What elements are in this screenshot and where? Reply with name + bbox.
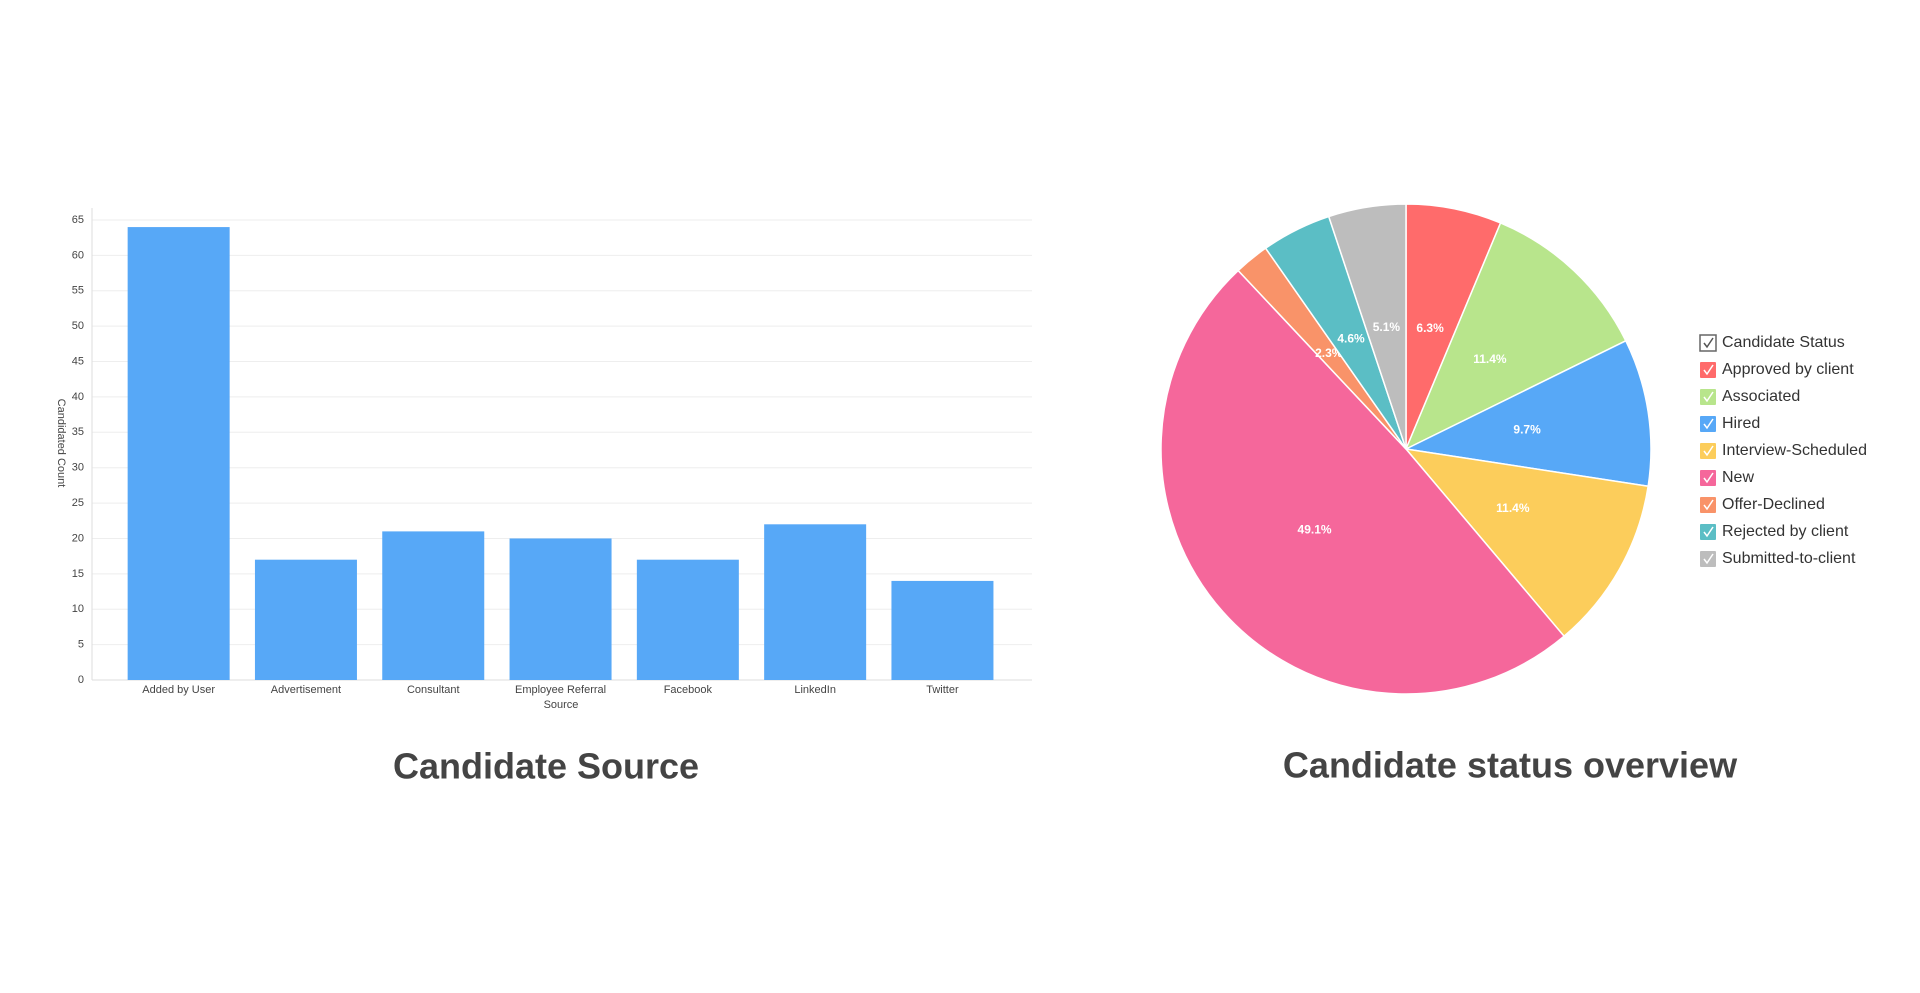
bar xyxy=(509,538,612,680)
bar xyxy=(636,559,739,680)
x-tick-label: LinkedIn xyxy=(794,684,836,696)
y-tick-label: 55 xyxy=(72,285,84,297)
legend-check xyxy=(1703,499,1714,511)
legend-label[interactable]: Offer-Declined xyxy=(1722,496,1825,513)
x-tick-label: Consultant xyxy=(407,684,460,696)
y-tick-label: 45 xyxy=(72,355,84,367)
y-tick-label: 0 xyxy=(78,674,84,686)
y-tick-label: 35 xyxy=(72,426,84,438)
y-tick-label: 65 xyxy=(72,214,84,226)
y-tick-label: 10 xyxy=(72,603,84,615)
pie-slice xyxy=(1404,222,1627,451)
legend-swatch[interactable] xyxy=(1700,524,1716,540)
y-tick-label: 5 xyxy=(78,639,84,651)
x-tick-label: Twitter xyxy=(926,684,959,696)
bar xyxy=(891,580,994,680)
pie-slice xyxy=(1404,447,1650,638)
legend-check xyxy=(1703,553,1714,565)
pie-slice xyxy=(1160,269,1566,695)
y-tick-label: 30 xyxy=(72,462,84,474)
legend-check xyxy=(1703,418,1714,430)
slice-label: 11.4% xyxy=(1473,352,1507,366)
legend-swatch[interactable] xyxy=(1700,389,1716,405)
legend-check xyxy=(1703,391,1714,403)
legend-label[interactable]: Interview-Scheduled xyxy=(1722,442,1867,459)
slice-label: 6.3% xyxy=(1416,321,1444,335)
legend-check xyxy=(1703,337,1714,349)
legend-swatch[interactable] xyxy=(1700,362,1716,378)
legend-swatch[interactable] xyxy=(1700,497,1716,513)
legend-title: Candidate Status xyxy=(1722,334,1845,351)
legend-swatch[interactable] xyxy=(1700,416,1716,432)
y-tick-label: 20 xyxy=(72,532,84,544)
legend-checkbox xyxy=(1699,334,1717,352)
y-tick-label: 40 xyxy=(72,391,84,403)
bar xyxy=(764,524,867,680)
legend-label[interactable]: Approved by client xyxy=(1722,361,1854,378)
y-tick-label: 60 xyxy=(72,249,84,261)
chart-title: Candidate status overview xyxy=(1283,745,1738,786)
slice-label: 5.1% xyxy=(1373,320,1401,334)
legend-label[interactable]: Hired xyxy=(1722,415,1760,432)
legend-check xyxy=(1703,364,1714,376)
legend-swatch[interactable] xyxy=(1700,470,1716,486)
x-tick-label: Facebook xyxy=(664,684,713,696)
x-tick-label: Added by User xyxy=(142,684,215,696)
legend-label[interactable]: Submitted-to-client xyxy=(1722,550,1856,567)
legend-check xyxy=(1703,445,1714,457)
x-tick-label: Employee Referral xyxy=(515,684,606,696)
slice-label: 11.4% xyxy=(1496,501,1530,515)
legend-label[interactable]: New xyxy=(1722,469,1754,486)
legend-swatch[interactable] xyxy=(1700,443,1716,459)
bar xyxy=(254,559,357,680)
pie-slice xyxy=(1403,339,1652,488)
y-tick-label: 15 xyxy=(72,568,84,580)
x-tick-label: Advertisement xyxy=(271,684,341,696)
y-axis-label: Candidated Count xyxy=(55,399,67,488)
legend-label[interactable]: Rejected by client xyxy=(1722,523,1849,540)
legend-check xyxy=(1703,472,1714,484)
legend-check xyxy=(1703,526,1714,538)
y-tick-label: 25 xyxy=(72,497,84,509)
legend-swatch[interactable] xyxy=(1700,551,1716,567)
x-axis-label: Source xyxy=(544,699,579,711)
y-tick-label: 50 xyxy=(72,320,84,332)
legend-label[interactable]: Associated xyxy=(1722,388,1800,405)
slice-label: 4.6% xyxy=(1337,332,1365,346)
pie-slice xyxy=(1327,203,1407,450)
slice-label: 49.1% xyxy=(1298,523,1332,537)
bar xyxy=(382,531,485,680)
bar xyxy=(127,227,230,681)
chart-title: Candidate Source xyxy=(393,746,699,787)
slice-label: 9.7% xyxy=(1513,423,1541,437)
